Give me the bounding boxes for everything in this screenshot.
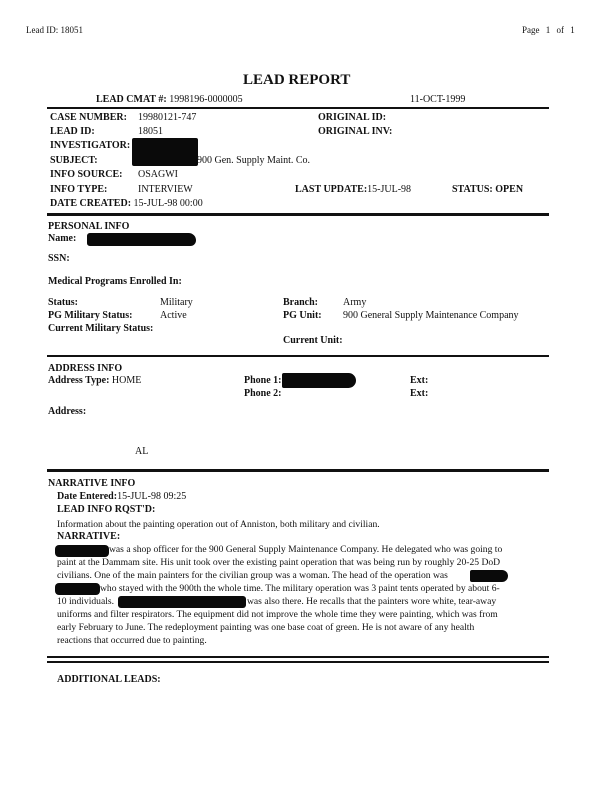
narrative-line: paint at the Dammam site. His unit took … xyxy=(57,557,501,568)
original-id-label: ORIGINAL ID: xyxy=(318,112,387,123)
narrative-info-heading: NARRATIVE INFO xyxy=(48,478,136,489)
branch-label: Branch: xyxy=(283,297,318,308)
redaction xyxy=(55,583,100,595)
cmat-value: 1998196-0000005 xyxy=(169,94,243,105)
report-date: 11-OCT-1999 xyxy=(410,94,466,105)
header-lead-id: Lead ID: 18051 xyxy=(26,25,83,35)
address-type-value: HOME xyxy=(111,375,142,386)
branch-value: Army xyxy=(343,297,367,308)
pg-status-value: Active xyxy=(160,310,187,321)
cmat-label: LEAD CMAT #: xyxy=(96,94,167,105)
address-state: AL xyxy=(135,446,149,457)
medical-label: Medical Programs Enrolled In: xyxy=(48,276,182,287)
status-value: OPEN xyxy=(495,184,524,195)
info-source-label: INFO SOURCE: xyxy=(50,169,123,180)
divider xyxy=(47,213,549,216)
narrative-line: reactions that occurred due to painting. xyxy=(57,635,207,646)
date-created-value: 15-JUL-98 00:00 xyxy=(133,198,203,209)
address-type: Address Type: HOME xyxy=(48,375,141,387)
last-update-label: LAST UPDATE: xyxy=(295,184,368,195)
status-value: Military xyxy=(160,297,193,308)
additional-leads-label: ADDITIONAL LEADS: xyxy=(57,674,161,685)
date-created-label: DATE CREATED: xyxy=(50,198,132,209)
last-update: LAST UPDATE:15-JUL-98 xyxy=(295,184,411,196)
phone1-label: Phone 1: xyxy=(244,375,282,386)
address-type-label: Address Type: xyxy=(48,375,110,386)
redaction xyxy=(87,233,196,246)
pg-unit-value: 900 General Supply Maintenance Company xyxy=(343,310,519,321)
subject-label: SUBJECT: xyxy=(50,155,98,166)
current-status-label: Current Military Status: xyxy=(48,323,154,334)
info-type: INTERVIEW xyxy=(138,184,193,195)
cmat-line: LEAD CMAT #: 1998196-0000005 xyxy=(96,94,243,106)
rqst-text: Information about the painting operation… xyxy=(57,519,380,530)
original-inv-label: ORIGINAL INV: xyxy=(318,126,393,137)
narrative-line: was a shop officer for the 900 General S… xyxy=(109,544,503,555)
info-type-label: INFO TYPE: xyxy=(50,184,108,195)
address-label: Address: xyxy=(48,406,87,417)
redaction xyxy=(282,373,356,388)
date-created: DATE CREATED: 15-JUL-98 00:00 xyxy=(50,198,203,210)
date-entered: Date Entered:15-JUL-98 09:25 xyxy=(57,491,186,503)
divider xyxy=(47,107,549,109)
status-label: Status: xyxy=(48,297,79,308)
page-title: LEAD REPORT xyxy=(243,72,351,88)
address-info-heading: ADDRESS INFO xyxy=(48,363,123,374)
ext2-label: Ext: xyxy=(410,388,429,399)
narrative-line: civilians. One of the main painters for … xyxy=(57,570,448,581)
case-number-label: CASE NUMBER: xyxy=(50,112,127,123)
date-entered-value: 15-JUL-98 09:25 xyxy=(117,491,187,502)
divider xyxy=(47,355,549,357)
rqst-label: LEAD INFO RQST'D: xyxy=(57,504,156,515)
ssn-label: SSN: xyxy=(48,253,70,264)
ext1-label: Ext: xyxy=(410,375,429,386)
status: STATUS: OPEN xyxy=(452,184,523,196)
narrative-line: early February to June. The redeployment… xyxy=(57,622,475,633)
last-update-value: 15-JUL-98 xyxy=(367,184,412,195)
divider xyxy=(47,656,549,658)
pg-status-label: PG Military Status: xyxy=(48,310,133,321)
info-source: OSAGWI xyxy=(138,169,178,180)
investigator-label: INVESTIGATOR: xyxy=(50,140,131,151)
redaction xyxy=(118,596,246,608)
divider xyxy=(47,661,549,663)
phone2-label: Phone 2: xyxy=(244,388,282,399)
narrative-line: was also there. He recalls that the pain… xyxy=(247,596,497,607)
narrative-line: 10 individuals. xyxy=(57,596,115,607)
name-label: Name: xyxy=(48,233,77,244)
narrative-label: NARRATIVE: xyxy=(57,531,121,542)
subject: 900 Gen. Supply Maint. Co. xyxy=(197,155,311,166)
redaction xyxy=(470,570,508,582)
current-unit-label: Current Unit: xyxy=(283,335,343,346)
date-entered-label: Date Entered: xyxy=(57,491,118,502)
narrative-line: uniforms and filter respirators. The equ… xyxy=(57,609,498,620)
case-number: 19980121-747 xyxy=(138,112,197,123)
divider xyxy=(47,469,549,472)
pg-unit-label: PG Unit: xyxy=(283,310,322,321)
lead-id-label: LEAD ID: xyxy=(50,126,95,137)
status-label: STATUS: xyxy=(452,184,493,195)
redaction xyxy=(55,545,109,557)
narrative-line: who stayed with the 900th the whole time… xyxy=(100,583,500,594)
personal-info-heading: PERSONAL INFO xyxy=(48,221,130,232)
page-number: Page 1 of 1 xyxy=(522,25,575,35)
lead-id: 18051 xyxy=(138,126,163,137)
redaction xyxy=(132,138,198,166)
